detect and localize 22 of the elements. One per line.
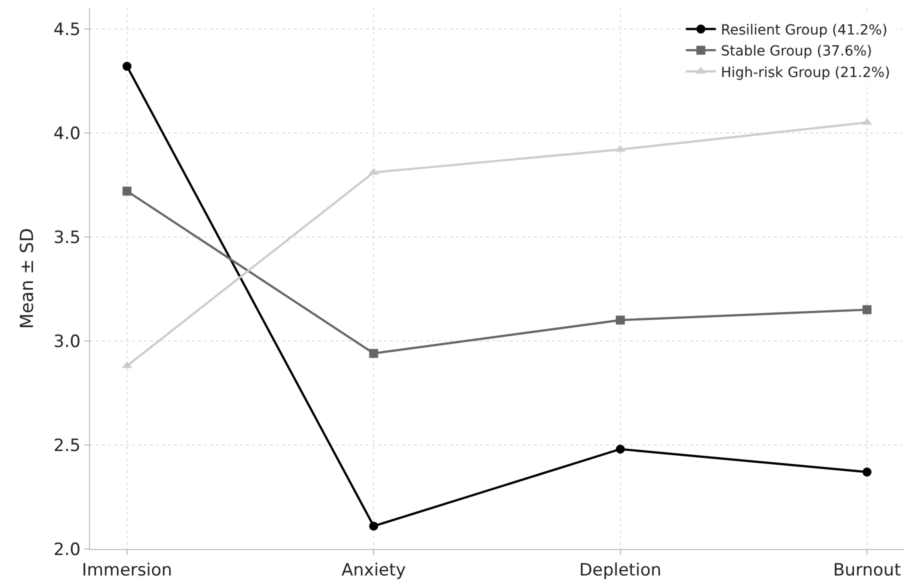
x-tick-label: Depletion	[579, 560, 662, 580]
point	[369, 348, 378, 358]
x-tick-label: Immersion	[82, 560, 172, 580]
y-tick-label: 2.5	[54, 436, 81, 456]
y-axis-title: Mean ± SD	[16, 228, 38, 329]
x-tick-label: Anxiety	[341, 560, 406, 580]
y-tick-label: 2.0	[54, 540, 81, 560]
point	[616, 444, 625, 454]
y-tick-label: 4.0	[54, 124, 81, 144]
legend-label: Resilient Group (41.2%)	[720, 22, 888, 38]
point	[616, 316, 625, 325]
x-tick-label: Burnout	[833, 560, 902, 580]
point	[122, 186, 132, 196]
point	[122, 62, 132, 71]
point	[369, 522, 378, 531]
point	[862, 468, 872, 477]
y-tick-label: 3.0	[54, 332, 81, 352]
y-tick-label: 3.5	[54, 228, 81, 248]
legend-label: Stable Group (37.6%)	[720, 44, 872, 60]
legend-label: High-risk Group (21.2%)	[720, 64, 890, 81]
y-tick-label: 4.5	[54, 20, 81, 40]
point	[862, 305, 872, 314]
